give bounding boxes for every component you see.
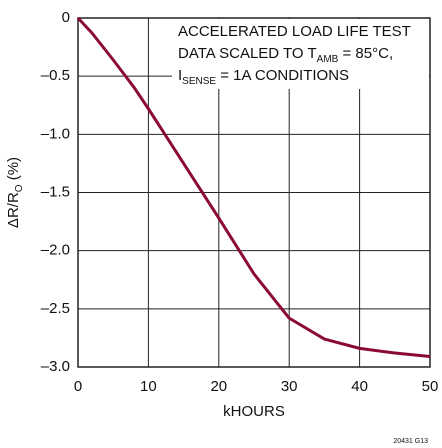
text-part: = 85°C, bbox=[338, 45, 393, 62]
x-tick-label: 50 bbox=[422, 378, 439, 395]
x-axis-label: kHOURS bbox=[223, 403, 285, 420]
x-tick-label: 40 bbox=[351, 378, 368, 395]
x-tick-label: 0 bbox=[74, 378, 82, 395]
annotation-line: DATA SCALED TO TAMB = 85°C, bbox=[178, 45, 393, 65]
annotation-line: ISENSE = 1A CONDITIONS bbox=[178, 67, 349, 87]
text-part: = 1A CONDITIONS bbox=[216, 67, 349, 84]
text-part: ΔR/R bbox=[5, 192, 22, 228]
x-tick-label: 10 bbox=[140, 378, 157, 395]
y-tick-label: –2.5 bbox=[41, 300, 70, 317]
text-part: (%) bbox=[5, 157, 22, 185]
y-tick-label: –0.5 bbox=[41, 67, 70, 84]
y-axis-label: ΔR/RO (%) bbox=[5, 157, 25, 228]
y-tick-label: –1.0 bbox=[41, 125, 70, 142]
y-tick-label: –2.0 bbox=[41, 242, 70, 259]
annotation-box bbox=[172, 19, 429, 89]
subscript: AMB bbox=[317, 54, 339, 65]
y-tick-label: –1.5 bbox=[41, 183, 70, 200]
x-tick-label: 20 bbox=[210, 378, 227, 395]
plot-frame bbox=[77, 17, 431, 368]
annotation-line: ACCELERATED LOAD LIFE TEST bbox=[178, 23, 411, 40]
y-tick-label: –3.0 bbox=[41, 358, 70, 375]
text-part: ACCELERATED LOAD LIFE TEST bbox=[178, 23, 411, 40]
subscript: SENSE bbox=[182, 76, 216, 87]
x-tick-label: 30 bbox=[281, 378, 298, 395]
subscript: O bbox=[14, 184, 25, 192]
y-tick-label: 0 bbox=[62, 9, 70, 26]
footnote: 20431 G13 bbox=[393, 438, 428, 445]
text-part: I bbox=[178, 67, 182, 84]
line-series bbox=[76, 16, 431, 359]
text-part: DATA SCALED TO T bbox=[178, 45, 317, 62]
